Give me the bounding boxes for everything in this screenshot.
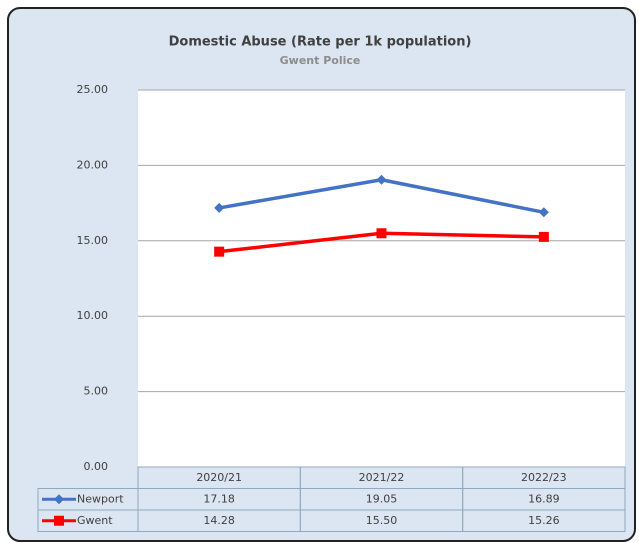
x-tick-label: 2020/21 (196, 471, 242, 484)
x-tick-label: 2021/22 (359, 471, 405, 484)
table-value: 15.26 (528, 514, 560, 527)
y-tick-label: 15.00 (77, 234, 109, 247)
marker (54, 515, 64, 526)
table-value: 17.18 (203, 492, 235, 505)
marker (214, 202, 225, 213)
plot-area (138, 90, 625, 467)
marker (376, 228, 387, 239)
marker (376, 174, 387, 185)
y-tick-label: 10.00 (77, 309, 109, 322)
table-value: 16.89 (528, 492, 560, 505)
y-tick-label: 20.00 (77, 158, 109, 171)
table-value: 15.50 (366, 514, 398, 527)
table-cell (462, 509, 626, 532)
x-tick-label: 2022/23 (521, 471, 567, 484)
marker (214, 246, 225, 257)
marker (538, 207, 549, 218)
chart-title: Domestic Abuse (Rate per 1k population) (169, 35, 472, 50)
table-value: 19.05 (366, 492, 398, 505)
y-tick-label: 5.00 (84, 385, 109, 398)
y-tick-label: 25.00 (77, 83, 109, 96)
legend-label: Gwent (77, 514, 113, 527)
table-value: 14.28 (203, 514, 235, 527)
y-tick-label: 0.00 (84, 460, 109, 473)
marker (54, 494, 64, 505)
legend-label: Newport (77, 492, 124, 505)
marker (538, 231, 549, 242)
chart-subtitle: Gwent Police (280, 54, 361, 67)
table-cell (37, 509, 139, 532)
